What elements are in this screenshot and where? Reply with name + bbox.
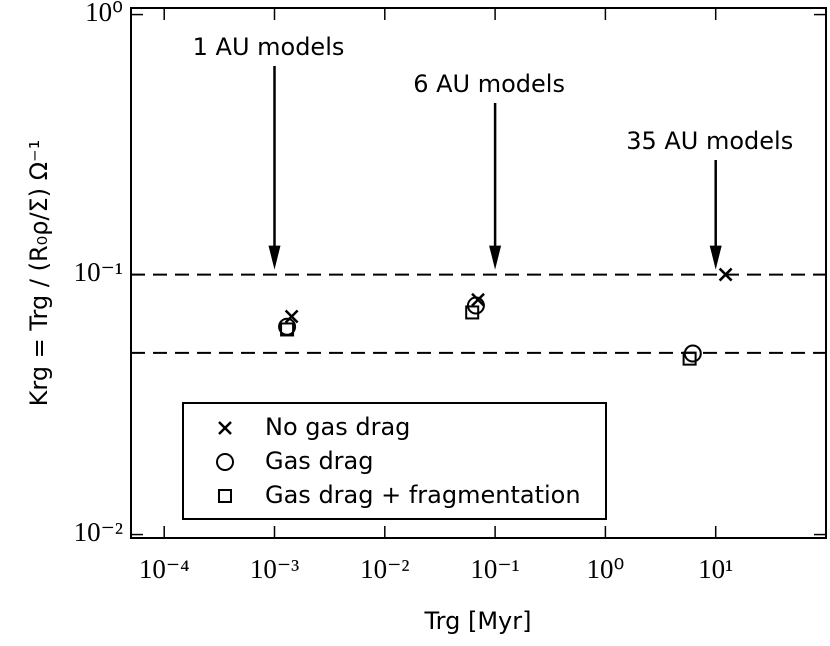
- legend-marker: [216, 453, 234, 471]
- x-tick-label: 10⁻³: [250, 554, 299, 584]
- data-point: [465, 305, 480, 320]
- data-point: [682, 351, 697, 366]
- data-point: [471, 292, 485, 307]
- plot-frame: [130, 7, 827, 539]
- annotation: 6 AU models: [413, 70, 565, 98]
- legend-marker: [218, 489, 232, 503]
- x-tick-label: 10⁰: [586, 554, 624, 584]
- x-axis-label: Trg [Myr]: [424, 607, 532, 635]
- arrow-head: [709, 245, 722, 270]
- arrow-head: [268, 245, 281, 270]
- legend-label: Gas drag + fragmentation: [265, 481, 581, 509]
- legend-box: [182, 402, 607, 520]
- y-axis-label: Krg = Trg / (R₀ρ/Σ) Ω⁻¹: [25, 140, 53, 407]
- y-tick-label: 10⁰: [85, 0, 123, 27]
- x-tick-label: 10⁻²: [360, 554, 409, 584]
- data-point: [718, 267, 733, 282]
- y-tick-label: 10⁻²: [74, 517, 123, 547]
- x-tick-label: 10¹: [698, 554, 733, 584]
- legend-label: Gas drag: [265, 447, 373, 475]
- data-point: [284, 309, 299, 324]
- annotation: 1 AU models: [193, 33, 345, 61]
- x-tick-label: 10⁻⁴: [139, 554, 190, 584]
- legend-label: No gas drag: [265, 413, 410, 441]
- annotation: 35 AU models: [626, 127, 793, 155]
- y-tick-label: 10⁻¹: [74, 257, 123, 287]
- x-tick-label: 10⁻¹: [470, 554, 519, 584]
- arrow-head: [489, 245, 502, 270]
- data-point: [280, 322, 295, 337]
- legend-marker: [218, 421, 232, 435]
